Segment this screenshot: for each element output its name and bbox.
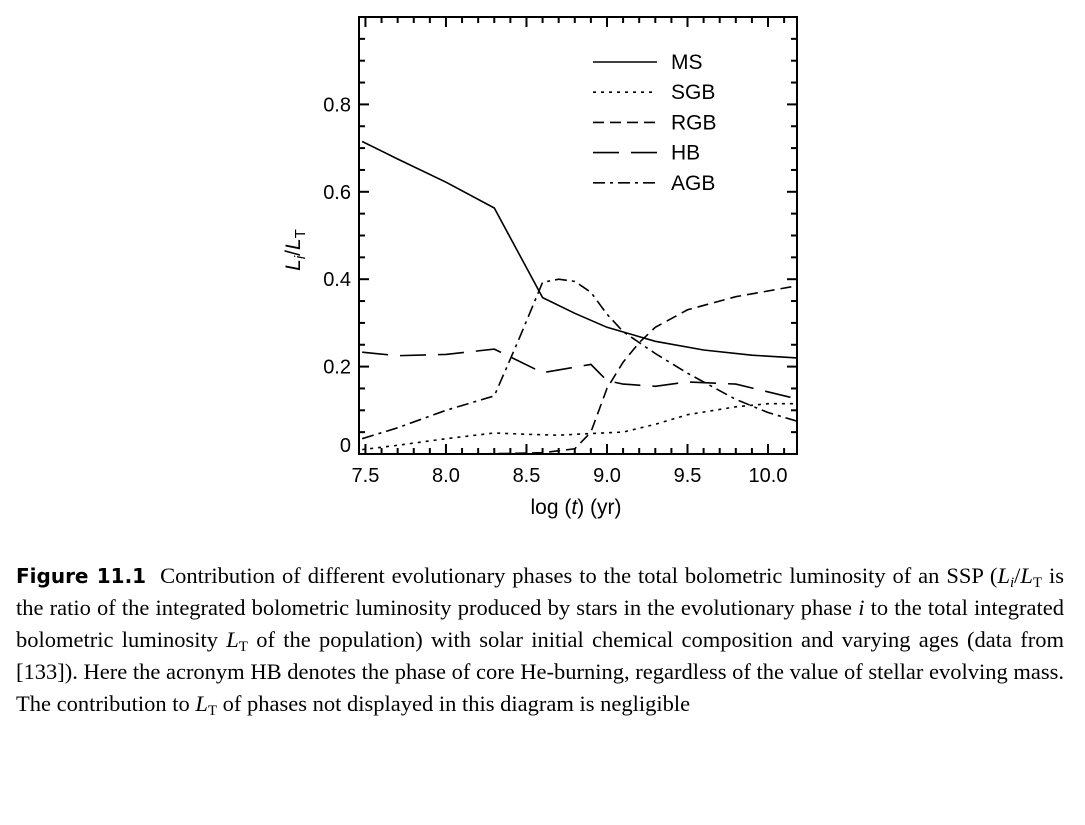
x-axis-title: log (t) (yr) [530,496,621,519]
legend-label-ms: MS [671,51,703,74]
caption-symbol: L [195,691,208,716]
caption-text: is the ratio of the integrated bolometri… [16,563,1065,620]
legend-label-hb: HB [671,142,700,165]
x-tick-label: 8.5 [513,465,541,487]
legend-label-rgb: RGB [671,111,717,134]
x-tick-label: 9.0 [593,465,621,487]
caption-symbol-sub: T [1032,575,1043,591]
y-tick-label: 0.2 [323,357,351,379]
series-line-sgb [362,402,797,451]
x-tick-label: 8.0 [432,465,460,487]
y-tick-label: 0.8 [323,94,351,116]
figure-label: Figure 11.1 [16,564,147,588]
plot-frame [358,16,798,455]
caption-symbol-sub: i [1009,575,1015,591]
caption-text: to the total integrated bolometric lumin… [16,595,1064,652]
series-line-rgb [362,285,798,455]
series-line-agb [361,278,798,440]
y-tick-label: 0.6 [323,182,351,204]
legend-label-sgb: SGB [671,81,715,104]
x-tick-label: 7.5 [352,465,380,487]
caption-symbol-sub: T [238,639,248,655]
caption-text: / [1014,563,1021,588]
x-tick-label: 9.5 [674,465,702,487]
caption-symbol: L [226,627,239,652]
caption-symbol: L [997,563,1010,588]
y-tick-label: 0 [340,435,351,457]
caption-symbol-sub: T [207,703,218,719]
series-line-hb [362,348,798,400]
luminosity-chart: 7.5 8.0 8.5 9.0 9.5 10.0 0 0.2 0.4 0.6 0.8 MS SGB RG… [282,16,798,519]
caption-text: Contribution of different evolutionary p… [160,563,998,588]
x-tick-label: 10.0 [749,465,788,487]
series-line-ms [361,140,798,359]
y-tick-label: 0.4 [323,269,351,291]
caption-symbol: L [1020,563,1033,588]
legend-label-agb: AGB [671,172,715,195]
caption-text: of phases not displayed in this diagram … [217,691,691,716]
figure-caption: Figure 11.1 Contribution of different evo… [16,560,1064,720]
caption-text: of the population) with solar initial ch… [16,627,1065,716]
y-axis-title: Li/LT [282,229,309,271]
caption-symbol: i [858,595,865,620]
